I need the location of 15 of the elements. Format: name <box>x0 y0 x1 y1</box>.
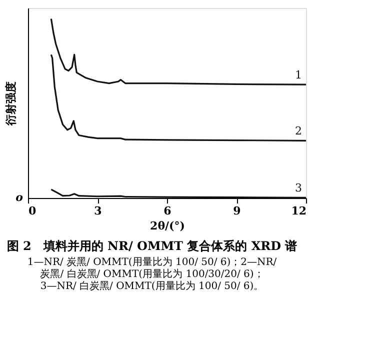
series-label: 3 <box>295 182 302 195</box>
text: 图 2 填料并用的 NR/ OMMT 复合体系的 XRD 谱 <box>6 239 298 253</box>
x-tick-label: 12 <box>291 204 306 218</box>
x-tick-label: 0 <box>28 204 36 218</box>
text: o <box>16 191 23 204</box>
x-axis-title: 2θ/(°) <box>150 220 185 232</box>
text: 1—NR/ 炭黑/ OMMT(用量比为 100/ 50/ 6)；2—NR/ <box>27 256 278 268</box>
x-tick-label: 6 <box>164 204 172 218</box>
series-label: 2 <box>295 124 302 138</box>
x-tick-label: 3 <box>94 204 102 218</box>
y-axis-title: 衍射强度 <box>4 82 18 126</box>
x-tick-label: 9 <box>233 204 241 218</box>
series-label: 1 <box>295 68 302 82</box>
text: 3—NR/ 白炭黑/ OMMT(用量比为 100/ 50/ 6)。 <box>40 280 264 292</box>
text: 炭黑/ 白炭黑/ OMMT(用量比为 100/30/20/ 6)； <box>40 268 264 280</box>
